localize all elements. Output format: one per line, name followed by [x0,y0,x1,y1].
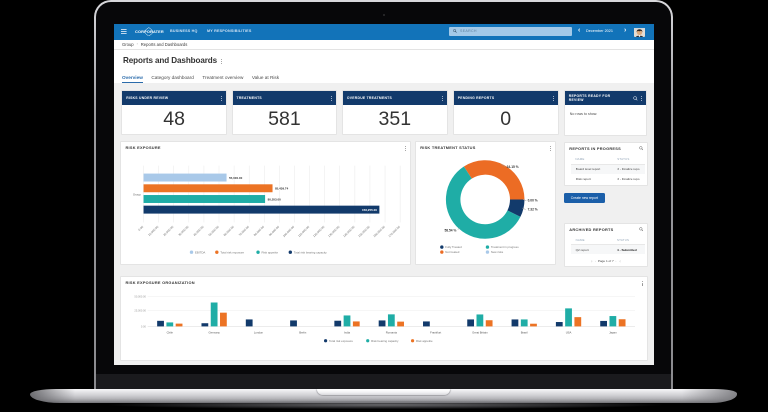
svg-text:Berlin: Berlin [299,330,307,334]
svg-text:110,000.00: 110,000.00 [297,225,310,238]
svg-text:30,000.00: 30,000.00 [177,225,189,237]
svg-text:20,000.00: 20,000.00 [162,225,174,237]
svg-text:150,000.00: 150,000.00 [357,225,371,239]
svg-text:170,000.00: 170,000.00 [388,225,402,239]
svg-text:140,000.00: 140,000.00 [342,225,356,239]
svg-text:Group: Group [133,193,141,197]
svg-text:0.00 %: 0.00 % [527,199,537,203]
svg-text:Great Britain: Great Britain [472,330,488,334]
svg-text:50,000.00: 50,000.00 [134,294,146,298]
svg-text:Treatment in progress: Treatment in progress [491,245,519,249]
svg-text:40,000.00: 40,000.00 [192,225,204,237]
svg-text:Total risk exposure: Total risk exposure [220,251,244,255]
svg-text:25,000.00: 25,000.00 [134,308,146,312]
svg-text:Risk appetite: Risk appetite [416,339,433,343]
svg-text:Chile: Chile [167,330,174,334]
svg-text:Total risk exposure: Total risk exposure [329,339,353,343]
svg-text:80,553.00: 80,553.00 [268,198,282,202]
svg-text:156,255.00: 156,255.00 [362,208,377,212]
svg-text:Not treated: Not treated [445,250,459,254]
svg-text:0.00: 0.00 [141,324,147,328]
svg-text:100,000.00: 100,000.00 [282,225,296,239]
svg-text:Germany: Germany [208,330,220,334]
svg-text:Brazil: Brazil [521,330,528,334]
svg-text:34.15 %: 34.15 % [506,165,518,169]
svg-text:Frankfurt: Frankfurt [430,330,441,334]
svg-text:130,000.00: 130,000.00 [327,225,341,239]
svg-text:Risk appetite: Risk appetite [262,251,279,255]
svg-text:85,439.74: 85,439.74 [275,187,289,191]
svg-text:7.32 %: 7.32 % [527,208,537,212]
svg-text:Fully Treated: Fully Treated [445,245,462,249]
svg-text:50,000.00: 50,000.00 [208,225,220,237]
svg-text:60,000.00: 60,000.00 [223,225,235,237]
svg-text:Romania: Romania [386,330,398,334]
svg-text:70,000.00: 70,000.00 [238,225,250,237]
svg-text:160,000.00: 160,000.00 [372,225,386,239]
svg-text:90,000.00: 90,000.00 [268,225,280,237]
svg-text:10,000.00: 10,000.00 [147,225,159,237]
svg-text:Total risk bearing capacity: Total risk bearing capacity [294,251,327,255]
svg-text:Risk bearing capacity: Risk bearing capacity [371,339,399,343]
svg-text:New risks: New risks [491,250,504,254]
svg-text:58.54 %: 58.54 % [444,228,456,232]
svg-text:London: London [254,330,264,334]
svg-text:USA: USA [566,330,572,334]
svg-text:80,000.00: 80,000.00 [253,225,265,237]
svg-text:55,000.00: 55,000.00 [229,176,243,180]
svg-text:120,000.00: 120,000.00 [312,225,326,239]
svg-text:India: India [344,330,350,334]
svg-text:EBITDA: EBITDA [195,251,205,255]
svg-text:0.00: 0.00 [137,225,144,232]
svg-text:Japan: Japan [609,330,617,334]
